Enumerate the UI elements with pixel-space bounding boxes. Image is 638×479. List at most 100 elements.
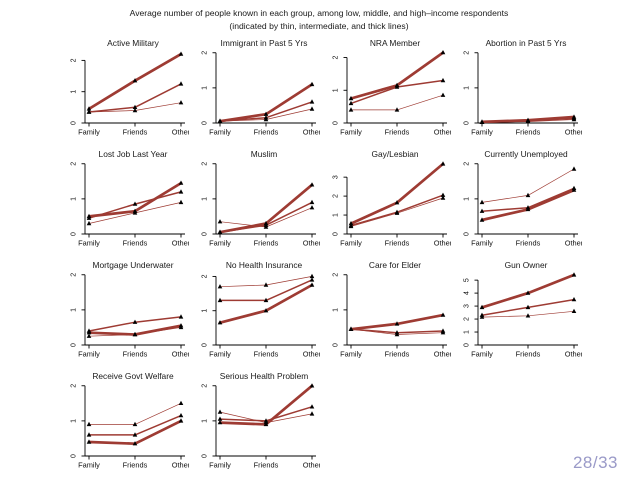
chart-svg-gay-lesbian: Gay/Lesbian 0 1 2 3 Family Friends Other <box>333 149 452 248</box>
y-tick-label: 1 <box>202 309 209 313</box>
data-point-marker <box>132 421 138 427</box>
data-point-marker <box>86 109 92 114</box>
x-tick-label: Family <box>471 239 493 248</box>
data-point-marker <box>571 272 577 277</box>
data-point-marker <box>525 290 531 295</box>
data-point-marker <box>571 114 577 119</box>
slide-title-line1: Average number of people known in each g… <box>129 8 509 18</box>
data-point-marker <box>309 277 315 282</box>
x-tick-label: Friends <box>385 239 410 248</box>
y-tick-label: 2 <box>464 51 471 55</box>
x-tick-label: Other <box>565 128 582 137</box>
chart-svg-serious-health-problem: Serious Health Problem 0 1 2 Family Friends Ot… <box>202 371 321 470</box>
x-tick-label: Family <box>78 461 100 470</box>
data-point-marker <box>217 416 223 421</box>
chart-title: NRA Member <box>370 38 420 48</box>
y-tick-label: 2 <box>464 162 471 166</box>
chart-svg-mortgage-underwater: Mortgage Underwater 0 1 2 Family Friends Other <box>71 260 190 359</box>
data-point-marker <box>348 326 354 331</box>
x-tick-label: Other <box>303 350 320 359</box>
y-tick-label: 2 <box>202 162 209 166</box>
data-point-marker <box>479 208 485 213</box>
x-tick-label: Family <box>340 350 362 359</box>
data-point-marker <box>86 421 92 427</box>
x-tick-label: Friends <box>254 461 279 470</box>
x-tick-label: Family <box>340 128 362 137</box>
data-point-marker <box>571 308 577 313</box>
chart-svg-gun-owner: Gun Owner 0 1 2 3 4 5 Family Friends Other <box>464 260 583 359</box>
x-tick-label: Other <box>303 461 320 470</box>
data-point-marker <box>348 100 354 106</box>
y-tick-label: 2 <box>71 273 78 277</box>
data-point-marker <box>263 297 269 303</box>
data-point-marker <box>217 284 223 289</box>
data-point-marker <box>132 78 138 83</box>
data-point-marker <box>86 106 92 111</box>
data-point-marker <box>348 221 354 226</box>
y-tick-label: 2 <box>71 162 78 166</box>
y-tick-label: 0 <box>464 121 471 125</box>
chart-no-health-insurance: No Health Insurance 0 1 2 Family Friends Other <box>190 259 321 367</box>
data-point-marker <box>440 77 446 83</box>
chart-lost-job-last-year: Lost Job Last Year 0 1 2 Family Friends Other <box>59 148 190 256</box>
data-point-marker <box>178 100 184 105</box>
y-tick-label: 0 <box>333 232 340 236</box>
y-tick-label: 1 <box>202 86 209 90</box>
data-point-marker <box>132 432 138 437</box>
y-tick-label: 2 <box>333 55 340 59</box>
data-point-marker <box>525 313 531 318</box>
data-point-marker <box>394 330 400 335</box>
x-tick-label: Other <box>434 350 451 359</box>
x-tick-label: Friends <box>254 350 279 359</box>
data-point-marker <box>571 166 577 171</box>
data-point-marker <box>479 217 485 222</box>
y-tick-label: 2 <box>202 51 209 55</box>
x-tick-label: Other <box>172 350 189 359</box>
data-point-marker <box>263 282 269 287</box>
data-point-marker <box>217 297 223 303</box>
chart-title: Serious Health Problem <box>220 371 308 381</box>
data-point-marker <box>217 320 223 325</box>
y-tick-label: 1 <box>333 88 340 92</box>
data-point-marker <box>263 308 269 313</box>
y-tick-label: 2 <box>333 194 340 198</box>
chart-immigrant-in-past-5-yrs: Immigrant in Past 5 Yrs 0 1 2 Family Friends O… <box>190 37 321 145</box>
chart-svg-abortion-in-past-5-yrs: Abortion in Past 5 Yrs 0 1 2 Family Friends Ot… <box>464 38 583 137</box>
y-tick-label: 1 <box>202 419 209 423</box>
chart-mortgage-underwater: Mortgage Underwater 0 1 2 Family Friends Other <box>59 259 190 367</box>
y-tick-label: 2 <box>333 273 340 277</box>
y-tick-label: 3 <box>464 304 471 308</box>
data-point-marker <box>263 111 269 116</box>
data-point-marker <box>178 413 184 418</box>
data-point-marker <box>440 312 446 317</box>
data-point-marker <box>217 219 223 224</box>
chart-serious-health-problem: Serious Health Problem 0 1 2 Family Friends Ot… <box>190 370 321 478</box>
data-point-marker <box>132 319 138 324</box>
x-tick-label: Friends <box>516 128 541 137</box>
data-point-marker <box>348 107 354 112</box>
chart-svg-active-military: Active Military 0 1 2 Family Friends Other <box>71 38 190 137</box>
x-tick-label: Family <box>209 461 231 470</box>
chart-svg-care-for-elder: Care for Elder 0 1 2 Family Friends Other <box>333 260 452 359</box>
chart-svg-no-health-insurance: No Health Insurance 0 1 2 Family Friends Other <box>202 260 321 359</box>
data-point-marker <box>217 409 223 414</box>
y-tick-label: 2 <box>71 384 78 388</box>
data-point-marker <box>479 199 485 205</box>
y-tick-label: 1 <box>71 197 78 201</box>
data-point-marker <box>525 304 531 310</box>
x-tick-label: Other <box>434 128 451 137</box>
chart-nra-member: NRA Member 0 1 2 Family Friends Other <box>321 37 452 145</box>
y-tick-label: 1 <box>71 308 78 312</box>
data-point-marker <box>132 104 138 109</box>
series-line-2 <box>218 283 314 325</box>
x-tick-label: Family <box>78 128 100 137</box>
chart-receive-govt-welfare: Receive Govt Welfare 0 1 2 Family Friends Othe… <box>59 370 190 478</box>
data-point-marker <box>394 209 400 214</box>
chart-svg-receive-govt-welfare: Receive Govt Welfare 0 1 2 Family Friends Othe… <box>71 371 190 470</box>
x-tick-label: Other <box>303 239 320 248</box>
data-point-marker <box>394 321 400 326</box>
chart-svg-nra-member: NRA Member 0 1 2 Family Friends Other <box>333 38 452 137</box>
data-point-marker <box>178 199 184 205</box>
data-point-marker <box>309 199 315 205</box>
